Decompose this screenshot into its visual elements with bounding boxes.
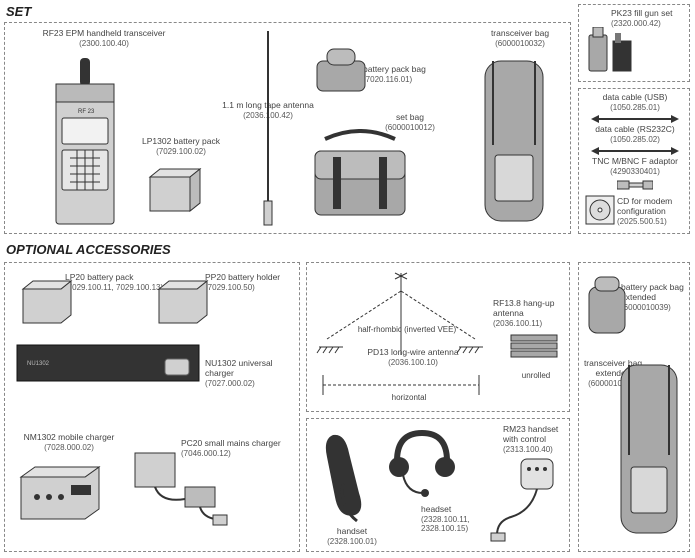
- usb-name: data cable (USB): [603, 92, 668, 102]
- cd-code: (2025.500.51): [617, 217, 687, 226]
- headset-name: headset: [421, 504, 451, 514]
- tnc-name: TNC M/BNC F adaptor: [592, 156, 678, 166]
- nm1302-code: (7028.000.02): [9, 443, 129, 452]
- handset-name: handset: [337, 526, 367, 536]
- label-pp20: PP20 battery holder (7029.100.50): [205, 273, 295, 292]
- label-rm23: RM23 handset with control (2313.100.40): [503, 425, 569, 454]
- rf138-icon: [507, 329, 563, 369]
- cd-name: CD for modem configuration: [617, 196, 672, 216]
- panel-handsets: handset (2328.100.01) headset (2328.100.…: [306, 418, 570, 552]
- label-half-rhombic: half-rhombic (inverted VEE): [347, 325, 467, 334]
- label-pk23: PK23 fill gun set (2320.000.42): [611, 9, 689, 28]
- trans-bag-ext-icon: [615, 359, 683, 539]
- label-lp1302: LP1302 battery pack (7029.100.02): [131, 137, 231, 156]
- lp1302-code: (7029.100.02): [131, 147, 231, 156]
- panel-antennas: half-rhombic (inverted VEE) PD13 long-wi…: [306, 262, 570, 412]
- lp1302-name: LP1302 battery pack: [142, 136, 220, 146]
- tnc-icon: [617, 179, 653, 191]
- rf138-name: RF13.8 hang-up antenna: [493, 298, 554, 318]
- cd-icon: [585, 195, 615, 225]
- nu1302-name: NU1302 universal charger: [205, 358, 273, 378]
- label-usb: data cable (USB) (1050.285.01): [585, 93, 685, 112]
- panel-chargers: LP20 battery pack (7029.100.11, 7029.100…: [4, 262, 300, 552]
- label-pd13: PD13 long-wire antenna (2036.100.10): [353, 348, 473, 367]
- label-unrolled: unrolled: [511, 371, 561, 380]
- lp20-icon: [19, 277, 75, 329]
- panel-set: RF23 EPM handheld transceiver (2300.100.…: [4, 22, 571, 234]
- label-rs232: data cable (RS232C) (1050.285.02): [585, 125, 685, 144]
- nu1302-icon: NU1302: [15, 341, 201, 385]
- set-bag-icon: [305, 129, 415, 225]
- lp20-code: (7029.100.11, 7029.100.13): [65, 283, 165, 292]
- trans-bag-code: (6000010032): [475, 39, 565, 48]
- lp20-name: LP20 battery pack: [65, 272, 134, 282]
- label-cd: CD for modem configuration (2025.500.51): [617, 197, 687, 226]
- trans-bag-icon: [479, 55, 549, 227]
- panel-ext-bags: battery pack bag extended (6000010039) t…: [578, 262, 690, 552]
- label-headset: headset (2328.100.11, 2328.100.15): [421, 505, 497, 533]
- batt-bag-code: (7020.116.01): [363, 75, 453, 84]
- rs232-code: (1050.285.02): [585, 135, 685, 144]
- pk23-name: PK23 fill gun set: [611, 8, 672, 18]
- rm23-name: RM23 handset with control: [503, 424, 558, 444]
- lp1302-icon: [145, 163, 205, 218]
- label-batt-bag-ext: battery pack bag extended (6000010039): [621, 283, 689, 312]
- panel-pk23: PK23 fill gun set (2320.000.42): [578, 4, 690, 82]
- rf23-icon: RF 23: [50, 58, 125, 228]
- pc20-icon: [125, 443, 235, 533]
- svg-text:RF 23: RF 23: [78, 109, 95, 115]
- pk23-icon: [585, 27, 637, 77]
- usb-icon: [591, 115, 679, 123]
- batt-bag-ext-icon: [585, 273, 629, 339]
- label-rf138: RF13.8 hang-up antenna (2036.100.11): [493, 299, 569, 328]
- nu1302-code: (7027.000.02): [205, 379, 295, 388]
- nm1302-icon: [15, 455, 115, 531]
- label-batt-bag: battery pack bag (7020.116.01): [363, 65, 453, 84]
- pp20-icon: [155, 277, 211, 329]
- pd13-code: (2036.100.10): [353, 358, 473, 367]
- rm23-icon: [487, 455, 565, 545]
- pd13-name: PD13 long-wire antenna: [367, 347, 458, 357]
- batt-bag-name: battery pack bag: [363, 64, 426, 74]
- trans-bag-name: transceiver bag: [491, 28, 549, 38]
- rf23-name: RF23 EPM handheld transceiver: [43, 28, 166, 38]
- pp20-code: (7029.100.50): [205, 283, 295, 292]
- label-trans-bag: transceiver bag (6000010032): [475, 29, 565, 48]
- label-handset: handset (2328.100.01): [317, 527, 387, 546]
- rf23-code: (2300.100.40): [39, 39, 169, 48]
- rs232-name: data cable (RS232C): [595, 124, 674, 134]
- pp20-name: PP20 battery holder: [205, 272, 280, 282]
- svg-text:NU1302: NU1302: [27, 361, 50, 367]
- heading-set: SET: [6, 4, 31, 19]
- handset-code: (2328.100.01): [317, 537, 387, 546]
- heading-optional: OPTIONAL ACCESSORIES: [6, 242, 171, 257]
- label-nm1302: NM1302 mobile charger (7028.000.02): [9, 433, 129, 452]
- usb-code: (1050.285.01): [585, 103, 685, 112]
- tnc-code: (4290330401): [585, 167, 685, 176]
- rs232-icon: [591, 147, 679, 155]
- batt-bag-ext-name: battery pack bag extended: [621, 282, 684, 302]
- headset-code: (2328.100.11, 2328.100.15): [421, 515, 497, 533]
- label-horizontal: horizontal: [379, 393, 439, 402]
- batt-bag-ext-code: (6000010039): [621, 303, 689, 312]
- nm1302-name: NM1302 mobile charger: [24, 432, 115, 442]
- headset-icon: [387, 427, 457, 507]
- label-lp20: LP20 battery pack (7029.100.11, 7029.100…: [65, 273, 165, 292]
- antenna-diagram-icon: [313, 269, 489, 407]
- rm23-code: (2313.100.40): [503, 445, 569, 454]
- label-nu1302: NU1302 universal charger (7027.000.02): [205, 359, 295, 388]
- set-bag-name: set bag: [396, 112, 424, 122]
- label-tnc: TNC M/BNC F adaptor (4290330401): [585, 157, 685, 176]
- label-rf23: RF23 EPM handheld transceiver (2300.100.…: [39, 29, 169, 48]
- rf138-code: (2036.100.11): [493, 319, 569, 328]
- batt-bag-icon: [313, 45, 369, 95]
- handset-icon: [315, 427, 375, 531]
- panel-cables: data cable (USB) (1050.285.01) data cabl…: [578, 88, 690, 234]
- antenna-icon: [261, 31, 275, 229]
